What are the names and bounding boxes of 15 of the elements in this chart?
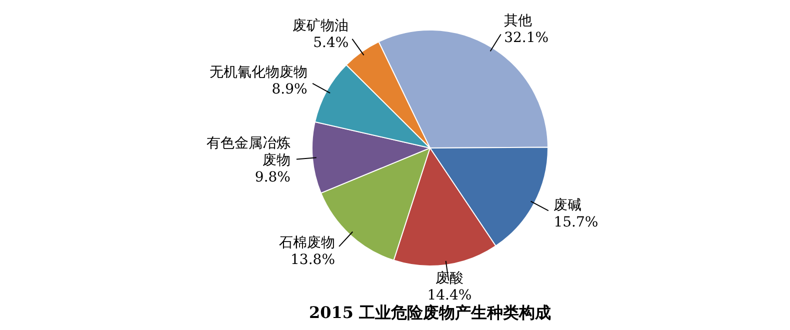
slice-label: 其他 <box>504 13 532 30</box>
slice-label: 废酸 <box>435 270 464 287</box>
data-label: 15.7% <box>554 214 598 230</box>
slice-label: 废碱 <box>554 197 582 214</box>
data-label: 13.8% <box>290 252 336 268</box>
slice-label: 石棉废物 <box>279 234 336 251</box>
text: 2015 工业危险废物产生种类构成 <box>308 303 552 322</box>
slice-label: 废矿物油 <box>292 18 349 34</box>
data-label: 8.9% <box>272 82 308 98</box>
data-label: 32.1% <box>504 30 549 46</box>
data-label: 5.4% <box>313 35 349 52</box>
data-label: 9.8% <box>254 169 290 186</box>
slice-label: 有色金属冶炼废物 <box>206 135 290 168</box>
slice-label: 无机氰化物废物 <box>209 64 308 81</box>
data-label: 14.4% <box>427 288 472 304</box>
